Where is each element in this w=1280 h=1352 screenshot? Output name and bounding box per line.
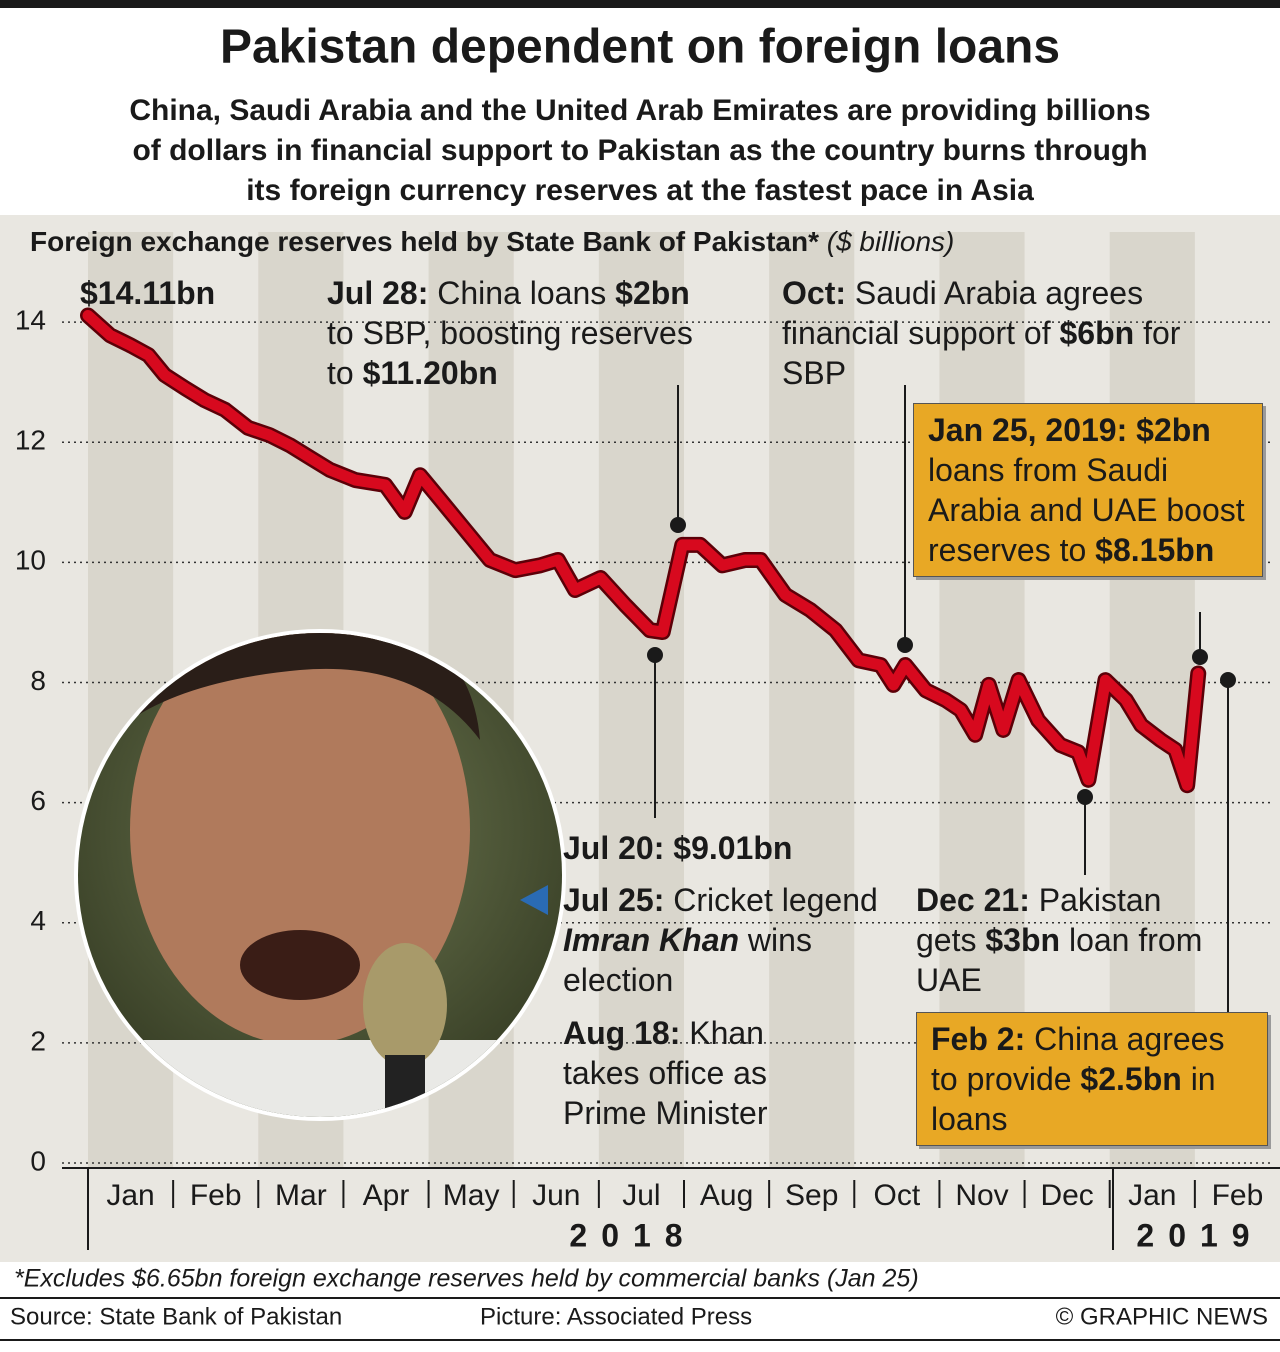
annotation: $14.11bn bbox=[80, 273, 300, 313]
year-label: 2018 bbox=[569, 1217, 696, 1253]
x-tick-label: Apr bbox=[363, 1179, 410, 1212]
x-tick-label: Sep bbox=[785, 1179, 838, 1212]
x-tick-label: Jan bbox=[106, 1179, 154, 1212]
connector-dot bbox=[670, 517, 686, 533]
x-tick-label: Feb bbox=[190, 1179, 242, 1212]
subtitle: of dollars in financial support to Pakis… bbox=[132, 134, 1147, 167]
annotation-text: $14.11bn bbox=[80, 275, 216, 311]
source: Source: State Bank of Pakistan bbox=[10, 1303, 342, 1330]
annotation: Jul 20: $9.01bn bbox=[563, 828, 863, 868]
x-tick-label: May bbox=[443, 1179, 500, 1212]
top-bar bbox=[0, 0, 1280, 8]
unit-label: ($ billions) bbox=[827, 226, 955, 257]
microphone bbox=[363, 943, 447, 1067]
y-tick-label: 0 bbox=[30, 1145, 46, 1176]
x-tick-label: Feb bbox=[1212, 1179, 1264, 1212]
line bbox=[82, 309, 1204, 791]
x-tick-label: Aug bbox=[700, 1179, 753, 1212]
chart-title: Pakistan dependent on foreign loans bbox=[220, 21, 1060, 74]
annotation-text: Khan takes office as Prime Minister bbox=[563, 1015, 776, 1131]
connector-dot bbox=[1220, 672, 1236, 688]
annotation: Jul 28: China loans $2bn to SBP, boostin… bbox=[327, 273, 699, 393]
annotation-text: $2bn bbox=[615, 275, 690, 311]
y-tick-label: 4 bbox=[30, 905, 46, 936]
annotation-text: China loans bbox=[428, 275, 616, 311]
year-label: 2019 bbox=[1136, 1217, 1263, 1253]
annotation-text: Jul 20: $9.01bn bbox=[563, 830, 793, 866]
face bbox=[130, 633, 470, 1045]
connector-dot bbox=[1077, 789, 1093, 805]
y-tick-label: 12 bbox=[15, 425, 46, 456]
month-band bbox=[598, 232, 684, 1168]
annotation-text: Jul 28: bbox=[327, 275, 429, 311]
annotation-text bbox=[1127, 412, 1136, 448]
annotation: Oct: Saudi Arabia agrees financial suppo… bbox=[782, 273, 1202, 393]
annotation-text: Saudi Arabia agrees financial support of bbox=[782, 275, 1152, 351]
x-tick-label: Mar bbox=[275, 1179, 327, 1212]
annotation-text: Feb 2: bbox=[931, 1021, 1026, 1057]
x-tick-label: Nov bbox=[955, 1179, 1008, 1212]
annotation-text: Imran Khan bbox=[563, 922, 740, 958]
mouth bbox=[240, 930, 360, 1000]
annotation-text: Cricket legend bbox=[664, 882, 887, 918]
annotation-text: $3bn bbox=[985, 922, 1061, 958]
annotation-text: $2bn bbox=[1136, 412, 1211, 448]
annotation-text: China agrees to provide bbox=[931, 1021, 1234, 1097]
annotation-text: Oct: bbox=[782, 275, 846, 311]
annotation-text: Jan 25, 2019: bbox=[928, 412, 1128, 448]
connector-dot bbox=[1192, 649, 1208, 665]
month-band bbox=[769, 232, 855, 1168]
annotation-text: in loans bbox=[931, 1061, 1225, 1137]
subtitle: China, Saudi Arabia and the United Arab … bbox=[129, 94, 1150, 127]
connectors bbox=[647, 385, 1236, 1012]
x-tick-label: Oct bbox=[874, 1179, 921, 1212]
annotation-text: loan from UAE bbox=[916, 922, 1212, 998]
y-tick-label: 10 bbox=[15, 545, 46, 576]
y-tick-label: 14 bbox=[15, 304, 46, 335]
annotation-text: $11.20bn bbox=[362, 355, 498, 391]
annotation-text: wins election bbox=[563, 922, 821, 998]
annotation-text: Aug 18: bbox=[563, 1015, 681, 1051]
annotation: Jul 25: Cricket legend Imran Khan wins e… bbox=[563, 880, 893, 1000]
chart-heading: Foreign exchange reserves held by State … bbox=[30, 226, 954, 257]
annotation-text: loans from Saudi Arabia and UAE boost re… bbox=[928, 412, 1254, 568]
x-tick-label: Dec bbox=[1040, 1179, 1093, 1212]
annotation-text: $2.5bn bbox=[1080, 1061, 1182, 1097]
connector-dot bbox=[897, 637, 913, 653]
annotation-text: for SBP bbox=[782, 315, 1190, 391]
subtitle: its foreign currency reserves at the fas… bbox=[246, 174, 1034, 207]
annotation-text: $8.15bn bbox=[1095, 532, 1215, 568]
annotation: Feb 2: China agrees to provide $2.5bn in… bbox=[916, 1012, 1268, 1146]
annotation-text: Dec 21: bbox=[916, 882, 1030, 918]
pointer bbox=[520, 885, 548, 915]
annotation-text: Pakistan gets bbox=[916, 882, 1171, 958]
x-tick-label: Jul bbox=[622, 1179, 660, 1212]
photo bbox=[74, 629, 566, 1121]
annotation-text: $6bn bbox=[1059, 315, 1135, 351]
annotation-text: Jul 25: bbox=[563, 882, 665, 918]
y-tick-label: 8 bbox=[30, 665, 46, 696]
y-tick-label: 2 bbox=[30, 1025, 46, 1056]
x-tick-label: Jan bbox=[1128, 1179, 1176, 1212]
y-tick-label: 6 bbox=[30, 785, 46, 816]
chart-heading-text: Foreign exchange reserves held by State … bbox=[30, 226, 819, 257]
annotation-text: to SBP, boosting reserves to bbox=[327, 275, 702, 391]
picture-credit: Picture: Associated Press bbox=[480, 1303, 752, 1330]
annotation: Jan 25, 2019: $2bn loans from Saudi Arab… bbox=[913, 403, 1263, 577]
footnote: *Excludes $6.65bn foreign exchange reser… bbox=[14, 1265, 919, 1293]
credit: © GRAPHIC NEWS bbox=[1056, 1303, 1268, 1330]
connector-dot bbox=[647, 647, 663, 663]
annotation: Dec 21: Pakistan gets $3bn loan from UAE bbox=[916, 880, 1206, 1000]
annotation: Aug 18: Khan takes office as Prime Minis… bbox=[563, 1013, 818, 1133]
x-tick-label: Jun bbox=[532, 1179, 580, 1212]
